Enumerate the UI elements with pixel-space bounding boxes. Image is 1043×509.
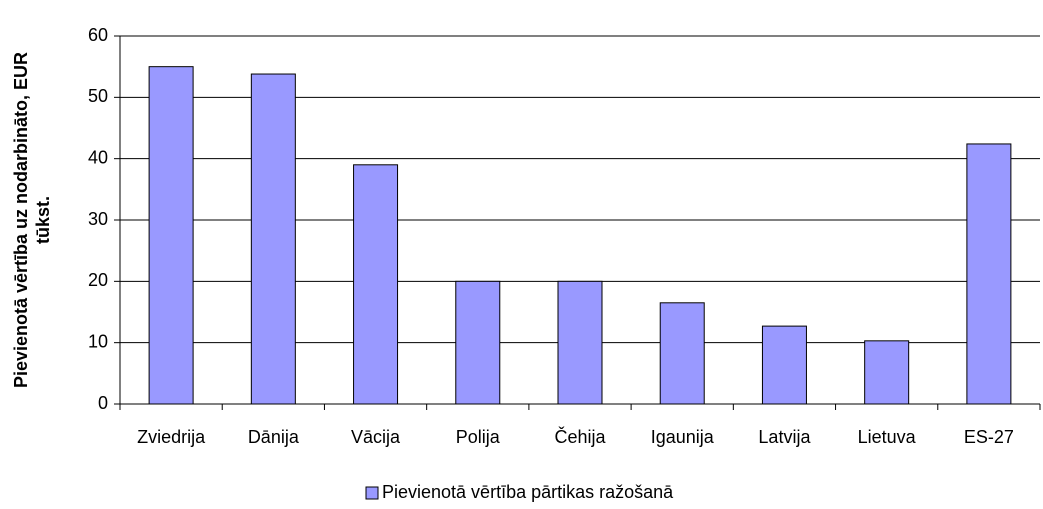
y-tick-label: 30 <box>88 209 108 229</box>
x-tick-label: Latvija <box>758 427 811 447</box>
bar <box>353 164 399 405</box>
bar <box>966 143 1012 405</box>
y-tick-label: 40 <box>88 147 108 167</box>
x-tick-label: ES-27 <box>964 427 1014 447</box>
x-tick-label: Čehija <box>554 426 606 447</box>
x-tick-label: Lietuva <box>858 427 917 447</box>
bar <box>250 73 296 405</box>
y-tick-label: 50 <box>88 86 108 106</box>
bar <box>148 66 194 405</box>
legend-label: Pievienotā vērtība pārtikas ražošanā <box>382 482 674 502</box>
y-tick-label: 0 <box>98 393 108 413</box>
bar <box>455 280 501 405</box>
legend-swatch <box>365 486 379 500</box>
x-tick-label: Polija <box>456 427 501 447</box>
x-tick-label: Vācija <box>351 427 401 447</box>
y-tick-label: 20 <box>88 270 108 290</box>
y-axis-title-line: Pievienotā vērtība uz nodarbināto, EUR <box>11 52 31 388</box>
y-tick-label: 60 <box>88 25 108 45</box>
y-axis-title-line: tūkst. <box>33 196 53 244</box>
y-axis-title: Pievienotā vērtība uz nodarbināto, EUR t… <box>11 52 53 388</box>
bar <box>557 280 603 405</box>
x-tick-label: Igaunija <box>651 427 715 447</box>
bar <box>659 302 705 405</box>
x-tick-label: Dānija <box>248 427 300 447</box>
x-tick-label: Zviedrija <box>137 427 206 447</box>
bar <box>864 340 910 405</box>
bar <box>761 325 807 405</box>
y-tick-label: 10 <box>88 331 108 351</box>
